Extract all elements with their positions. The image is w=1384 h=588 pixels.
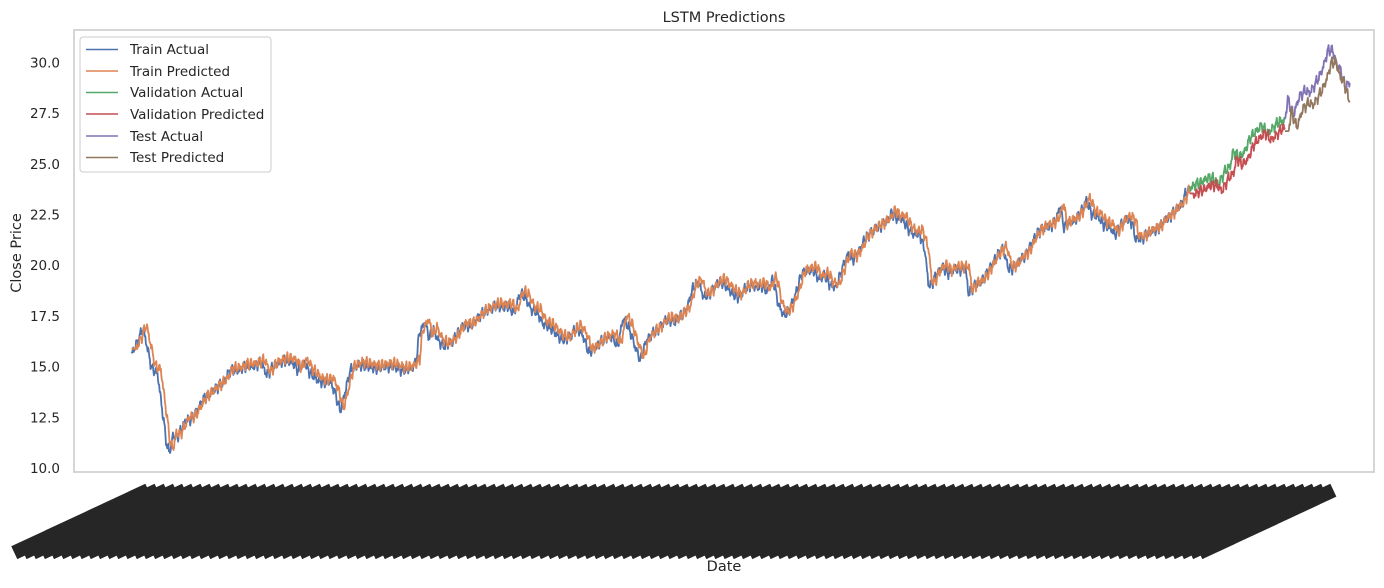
x-axis-label: Date [707,559,742,575]
legend-label-train-predicted: Train Predicted [129,64,230,80]
legend-label-test-predicted: Test Predicted [129,150,224,166]
series-test-predicted [1284,56,1351,133]
x-axis-ticks: ████████████████████████████████████████… [10,483,1337,560]
y-axis-ticks: 10.0 12.5 15.0 17.5 20.0 22.5 25.0 27.5 30.0 [30,55,60,477]
legend-label-test-actual: Test Actual [129,129,203,145]
y-tick-label: 25.0 [30,157,60,173]
chart-title: LSTM Predictions [663,10,786,26]
y-tick-label: 22.5 [30,208,60,224]
series-validation-predicted [1189,123,1286,199]
legend-label-validation-actual: Validation Actual [130,85,243,101]
plot-area-frame [73,29,1375,473]
y-tick-label: 12.5 [30,410,60,426]
series-train-predicted [131,184,1191,451]
y-axis-label: Close Price [9,213,25,293]
legend-label-validation-predicted: Validation Predicted [130,107,264,123]
y-tick-label: 27.5 [30,106,60,122]
y-tick-label: 30.0 [30,55,60,71]
legend: Train Actual Train Predicted Validation … [79,36,272,173]
series-layer [130,44,1351,454]
legend-frame [79,36,272,173]
y-tick-label: 15.0 [30,360,60,376]
legend-label-train-actual: Train Actual [129,42,209,58]
y-tick-label: 20.0 [30,258,60,274]
y-tick-label: 17.5 [30,309,60,325]
y-tick-label: 10.0 [30,461,60,477]
